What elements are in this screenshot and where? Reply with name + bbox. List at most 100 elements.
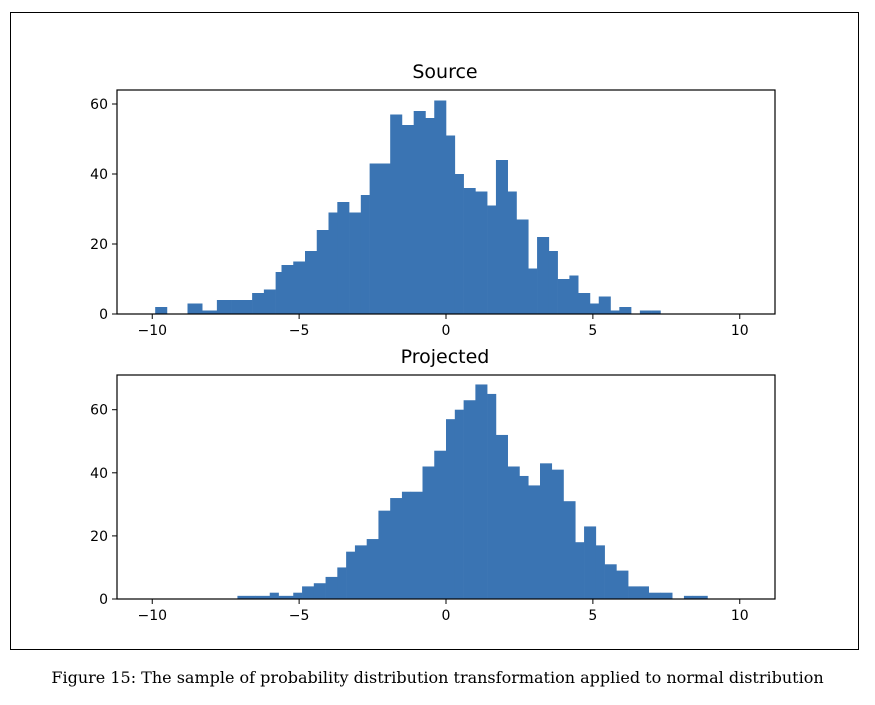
source-histogram: Source −10 −5 0 5 10 0 20 40 60 [90,61,776,339]
histogram-bar [683,595,694,599]
histogram-bar [316,230,329,314]
y-tick-label: 20 [90,529,108,545]
histogram-bar [619,307,632,314]
histogram-bar [604,564,617,599]
histogram-bar [252,293,265,314]
y-tick-label: 0 [99,307,108,323]
histogram-bar [425,118,435,314]
histogram-bar [434,100,447,314]
histogram-bar [475,384,488,599]
histogram-bar [487,393,497,599]
histogram-bar [589,303,600,314]
histogram-bar [328,212,338,314]
histogram-bar [528,485,541,599]
histogram-bar [354,545,367,599]
x-tick-label: 5 [588,608,597,624]
x-tick-label: 5 [588,323,597,339]
histogram-bar [639,310,652,314]
histogram-bar [648,592,661,599]
x-tick-label: −5 [289,608,310,624]
histogram-bar [237,595,256,599]
histogram-bar [495,160,508,314]
histogram-bar [487,205,497,314]
y-tick-label: 0 [99,592,108,608]
histogram-bar [325,576,338,599]
source-title: Source [412,61,477,83]
histogram-bar [495,434,508,599]
histogram-bar [557,279,570,314]
histogram-bar [231,300,253,314]
y-tick-label: 40 [90,466,108,482]
bars [237,384,708,599]
histogram-bar [410,491,423,599]
histogram-bar [202,310,218,314]
projected-title: Projected [401,346,490,368]
histogram-bar [305,251,318,314]
histogram-bar [516,219,529,314]
histogram-bar [507,466,520,599]
histogram-bar [281,265,294,314]
histogram-bar [155,307,168,314]
histogram-bar [548,251,558,314]
histogram-bar [390,498,403,599]
histogram-bar [255,595,271,599]
histogram-bar [390,114,403,314]
histogram-bar [381,163,391,314]
histogram-bar [616,570,629,599]
histogram-bar [366,539,379,599]
histogram-bar [598,296,611,314]
histogram-bar [610,310,620,314]
histogram-bar [278,595,294,599]
histogram-bar [595,545,605,599]
histogram-bar [293,592,303,599]
histogram-bar [346,551,356,599]
histogram-bar [413,111,426,314]
y-tick-label: 60 [90,97,108,113]
histogram-bar [463,188,476,314]
histogram-bar [446,135,456,314]
histogram-bar [463,400,476,599]
histogram-bar [349,212,362,314]
histogram-bar [302,586,315,599]
histogram-bar [528,268,538,314]
histogram-bar [187,303,203,314]
histogram-bar [263,289,276,314]
histogram-bar [313,583,326,599]
y-tick-label: 60 [90,403,108,419]
x-tick-label: 0 [442,608,451,624]
histogram-bar [422,466,435,599]
y-tick-label: 20 [90,237,108,253]
figure-caption: Figure 15: The sample of probability dis… [51,668,824,687]
histogram-bar [639,586,649,599]
x-tick-label: 10 [731,608,749,624]
histogram-bar [507,191,517,314]
x-tick-label: −10 [137,608,167,624]
bars [155,100,661,314]
x-tick-label: 10 [731,323,749,339]
histogram-bar [337,202,350,314]
x-tick-label: −10 [137,323,167,339]
histogram-bar [628,586,641,599]
histogram-bar [660,592,673,599]
histogram-bar [378,510,391,599]
y-tick-label: 40 [90,167,108,183]
histogram-bar [454,174,464,314]
histogram-bar [651,310,661,314]
histogram-bar [337,567,347,599]
histogram-bar [519,475,529,599]
histogram-bar [584,526,597,599]
histogram-bar [293,261,306,314]
histogram-bar [575,542,585,599]
projected-histogram: Projected −10 −5 0 5 10 0 20 40 60 [90,346,776,624]
histogram-bar [369,163,382,314]
histogram-bar [475,191,488,314]
histogram-bar [275,272,282,314]
histogram-bar [551,469,564,599]
histogram-bar [563,501,576,599]
histogram-bar [269,592,279,599]
histogram-bar [401,491,412,599]
histogram-bar [446,419,456,599]
histogram-bar [360,195,370,314]
histogram-bar [454,409,464,599]
